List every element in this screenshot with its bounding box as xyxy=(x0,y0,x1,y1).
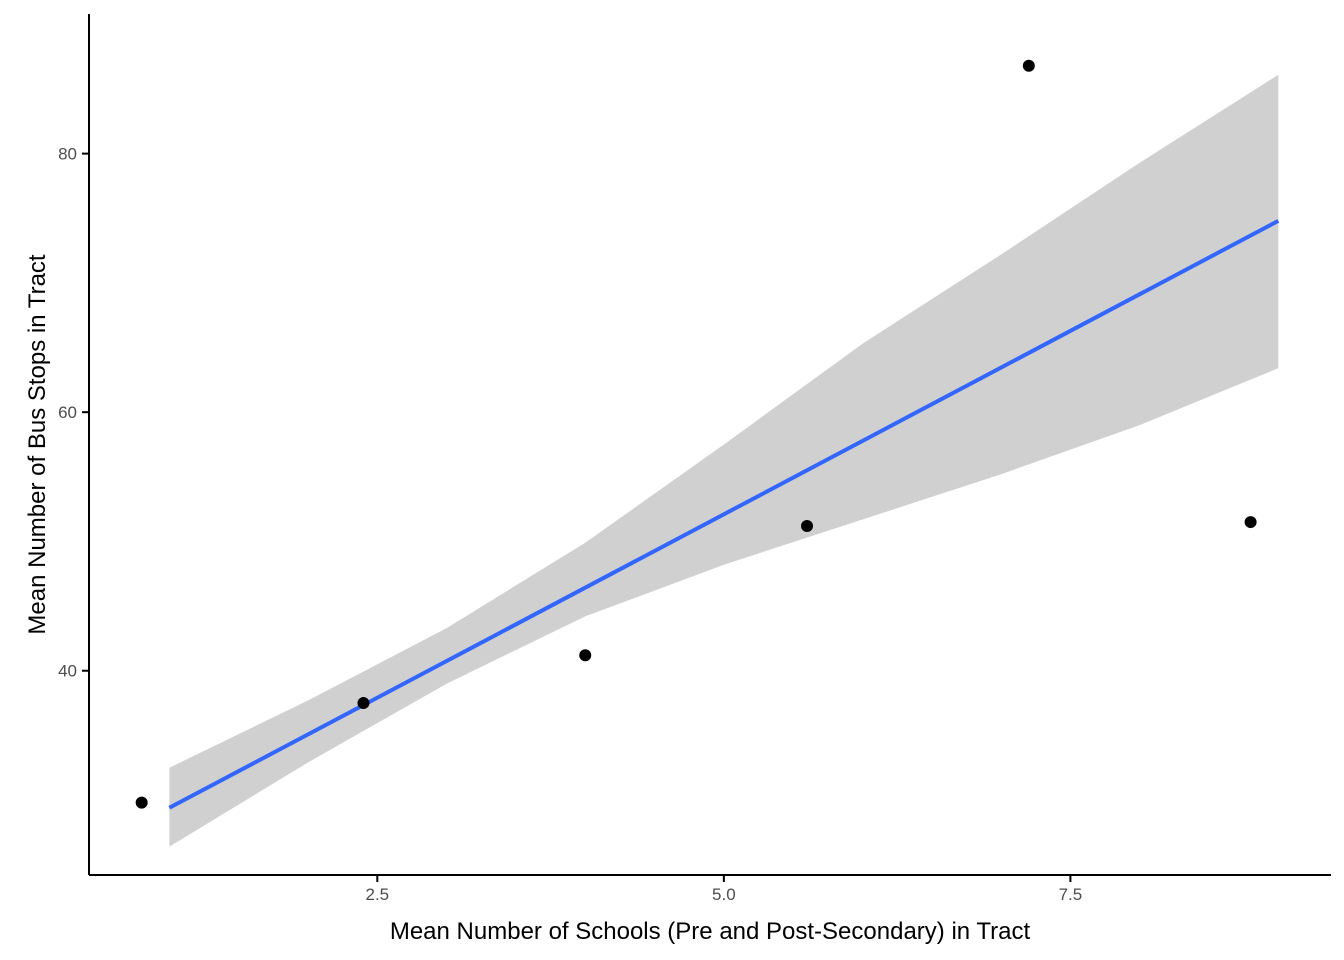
data-point-4 xyxy=(801,519,814,532)
x-axis-title: Mean Number of Schools (Pre and Post-Sec… xyxy=(390,918,1031,945)
confidence-band xyxy=(169,74,1279,847)
y-axis-ticks: 40 60 80 xyxy=(58,145,89,681)
plot-area xyxy=(135,59,1280,847)
x-tick-label: 7.5 xyxy=(1059,885,1083,904)
data-point-5 xyxy=(1022,59,1035,72)
y-tick-label: 80 xyxy=(58,145,77,164)
x-tick-label: 2.5 xyxy=(366,885,390,904)
x-axis-ticks: 2.5 5.0 7.5 xyxy=(366,875,1083,904)
y-tick-label: 60 xyxy=(58,403,77,422)
fit-line xyxy=(168,219,1280,810)
data-point-3 xyxy=(579,649,592,662)
data-point-2 xyxy=(357,697,370,710)
data-point-1 xyxy=(135,796,148,809)
data-point-6 xyxy=(1244,516,1257,529)
y-axis-title: Mean Number of Bus Stops in Tract xyxy=(24,254,51,635)
x-tick-label: 5.0 xyxy=(712,885,736,904)
y-tick-label: 40 xyxy=(58,662,77,681)
data-points xyxy=(135,59,1257,809)
